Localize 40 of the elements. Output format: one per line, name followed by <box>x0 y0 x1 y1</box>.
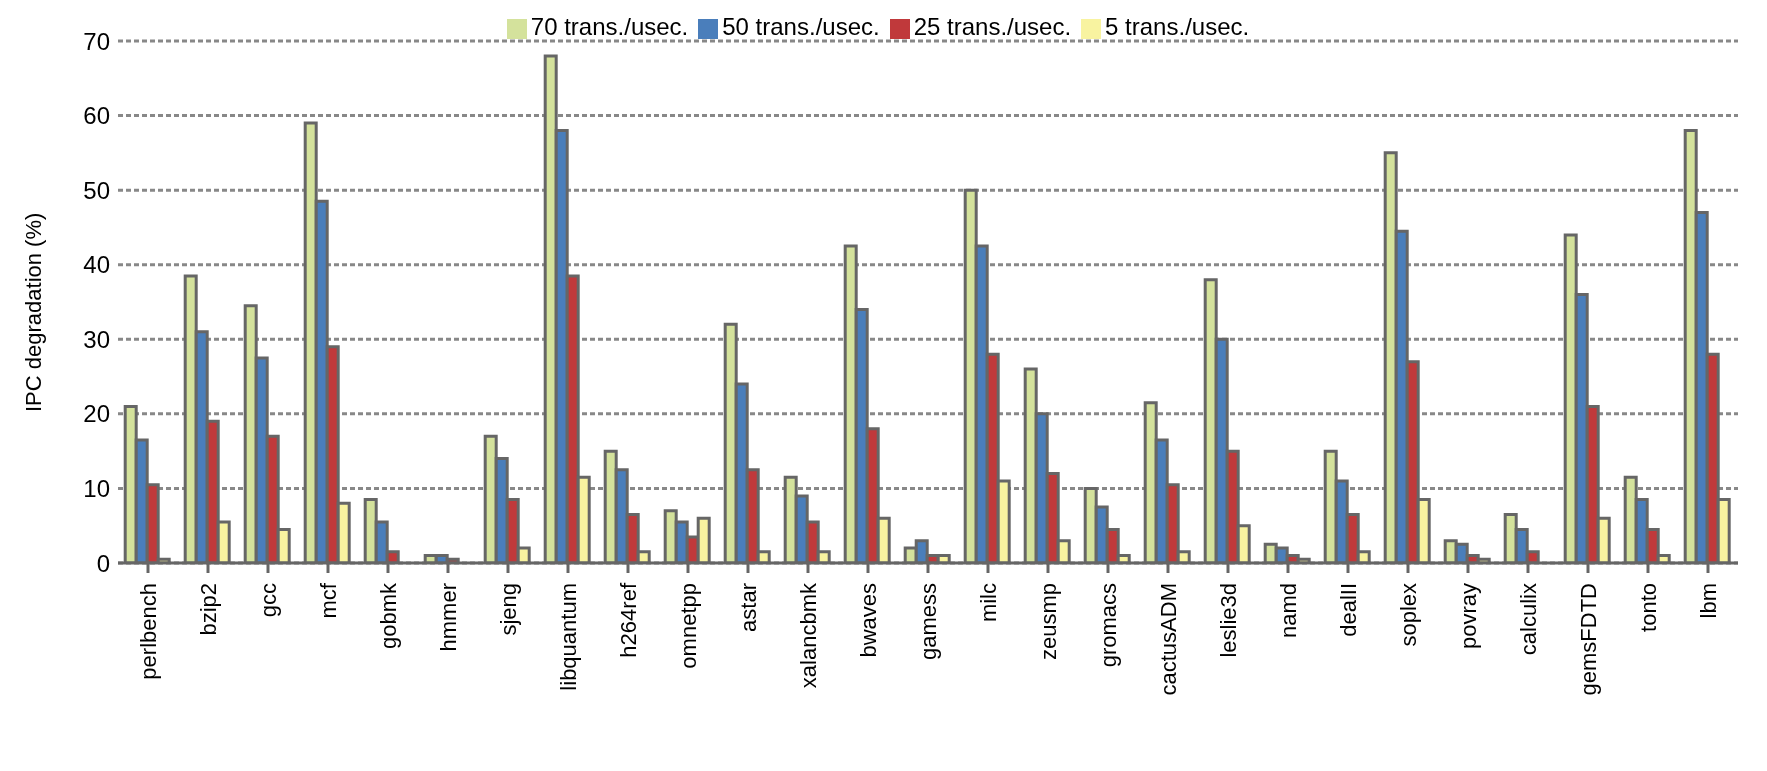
x-tick-label: gcc <box>255 583 281 618</box>
x-tick-label: h264ref <box>615 582 641 658</box>
y-tick-label: 60 <box>83 102 110 130</box>
x-tick-label: sjeng <box>495 583 521 636</box>
x-tick-label: omnetpp <box>675 583 701 669</box>
legend-label: 50 trans./usec. <box>722 13 880 40</box>
x-tick-label: calculix <box>1515 583 1541 656</box>
y-tick-label: 30 <box>83 325 110 353</box>
x-tick-label: zeusmp <box>1035 583 1061 661</box>
x-tick-label: xalancbmk <box>795 582 821 689</box>
x-tick-label: libquantum <box>555 583 581 691</box>
y-tick-label: 40 <box>83 251 110 279</box>
x-tick-label: cactusADM <box>1155 583 1181 696</box>
y-axis-title: IPC degradation (%) <box>20 212 46 412</box>
x-tick-label: bwaves <box>855 583 881 658</box>
y-tick-label: 70 <box>83 27 110 55</box>
x-tick-label: lbm <box>1695 583 1721 619</box>
x-tick-label: astar <box>735 583 761 632</box>
x-tick-label: dealII <box>1335 583 1361 637</box>
x-tick-label: hmmer <box>435 583 461 652</box>
x-tick-label: mcf <box>315 582 341 619</box>
x-tick-label: milc <box>975 583 1001 623</box>
x-tick-label: gamess <box>915 583 941 661</box>
x-tick-label: tonto <box>1635 583 1661 632</box>
x-tick-label: gobmk <box>375 582 401 650</box>
x-tick-label: soplex <box>1395 583 1421 647</box>
x-tick-label: bzip2 <box>195 583 221 636</box>
x-tick-label: perlbench <box>135 583 161 680</box>
x-tick-label: gromacs <box>1095 583 1121 668</box>
x-tick-label: namd <box>1275 583 1301 639</box>
x-tick-label: povray <box>1455 583 1481 650</box>
x-tick-label: leslie3d <box>1215 583 1241 658</box>
x-tick-label: gemsFDTD <box>1575 583 1601 696</box>
y-tick-label: 10 <box>83 474 110 502</box>
y-tick-label: 0 <box>96 549 110 577</box>
y-tick-label: 50 <box>83 176 110 204</box>
legend-label: 25 trans./usec. <box>913 13 1072 40</box>
y-tick-label: 20 <box>83 400 110 428</box>
legend-label: 70 trans./usec. <box>530 13 689 40</box>
legend-label: 5 trans./usec. <box>1105 13 1250 40</box>
